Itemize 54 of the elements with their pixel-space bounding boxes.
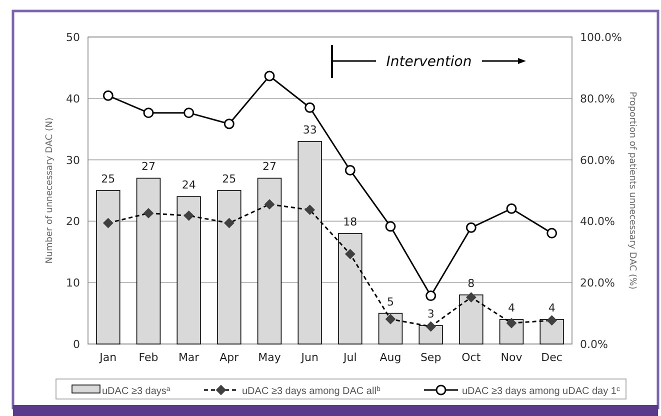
y2-tick-label: 100.0% bbox=[580, 31, 622, 44]
point bbox=[102, 90, 114, 101]
y-tick-label: 30 bbox=[66, 154, 80, 167]
point bbox=[426, 290, 436, 302]
data-label: 27 bbox=[262, 160, 276, 174]
y2-tick-label: 0.0% bbox=[580, 338, 608, 351]
y-tick-label: 40 bbox=[66, 92, 80, 106]
x-tick-label: Dec bbox=[541, 351, 562, 364]
point bbox=[143, 108, 154, 118]
y-tick-label: 50 bbox=[66, 31, 80, 44]
x-tick-label: Apr bbox=[220, 351, 240, 364]
x-tick-label: Jul bbox=[342, 351, 357, 364]
data-label: 25 bbox=[222, 172, 236, 186]
y-tick-label: 20 bbox=[66, 215, 80, 228]
point bbox=[304, 102, 316, 113]
x-tick-label: Jun bbox=[300, 351, 318, 364]
data-label: 25 bbox=[101, 172, 116, 186]
y-tick-label: 10 bbox=[66, 276, 80, 290]
x-tick-label: Oct bbox=[462, 351, 482, 364]
x-tick-label: Jan bbox=[98, 351, 117, 364]
point bbox=[506, 203, 517, 214]
y2-tick-label: 60.0% bbox=[580, 154, 615, 167]
y2-tick-label: 20.0% bbox=[580, 276, 615, 290]
legend-label: uDAC ≥3 days among uDAC day 1$^{c}$ bbox=[462, 386, 620, 397]
data-label: 33 bbox=[302, 123, 317, 136]
data-label: 4 bbox=[508, 301, 515, 314]
data-label: 5 bbox=[387, 295, 394, 308]
annotation: Intervention bbox=[386, 54, 472, 70]
point bbox=[385, 221, 396, 232]
point bbox=[184, 108, 194, 118]
data-label: 24 bbox=[182, 178, 196, 192]
point bbox=[224, 118, 234, 130]
x-tick-label: Feb bbox=[138, 351, 158, 364]
legend-label: uDAC ≥3 days among DAC all$^{b}$ bbox=[242, 384, 380, 397]
data-label: 18 bbox=[343, 215, 358, 228]
legend-label: uDAC ≥3 days$^{a}$ bbox=[102, 386, 170, 397]
point bbox=[264, 70, 275, 82]
point bbox=[466, 222, 476, 233]
x-tick-label: Aug bbox=[380, 351, 402, 364]
x-tick-label: Mar bbox=[178, 351, 200, 364]
y-tick-label: 0 bbox=[73, 338, 80, 351]
y-axis-title: Number of unnecessary DAC (N) bbox=[45, 117, 55, 264]
data-label: 27 bbox=[142, 160, 156, 174]
y2-tick-label: 80.0% bbox=[580, 92, 615, 106]
x-tick-label: May bbox=[258, 351, 282, 364]
data-label: 8 bbox=[468, 276, 475, 290]
point bbox=[344, 164, 356, 176]
data-label: 4 bbox=[548, 301, 556, 314]
y2-tick-label: 40.0% bbox=[580, 215, 615, 228]
x-tick-label: Sep bbox=[420, 351, 442, 364]
data-label: 3 bbox=[427, 308, 434, 321]
y2-axis-title: Proportion of patients unnecessary DAC (%) bbox=[627, 92, 637, 290]
point bbox=[546, 228, 558, 238]
x-tick-label: Nov bbox=[500, 351, 523, 364]
